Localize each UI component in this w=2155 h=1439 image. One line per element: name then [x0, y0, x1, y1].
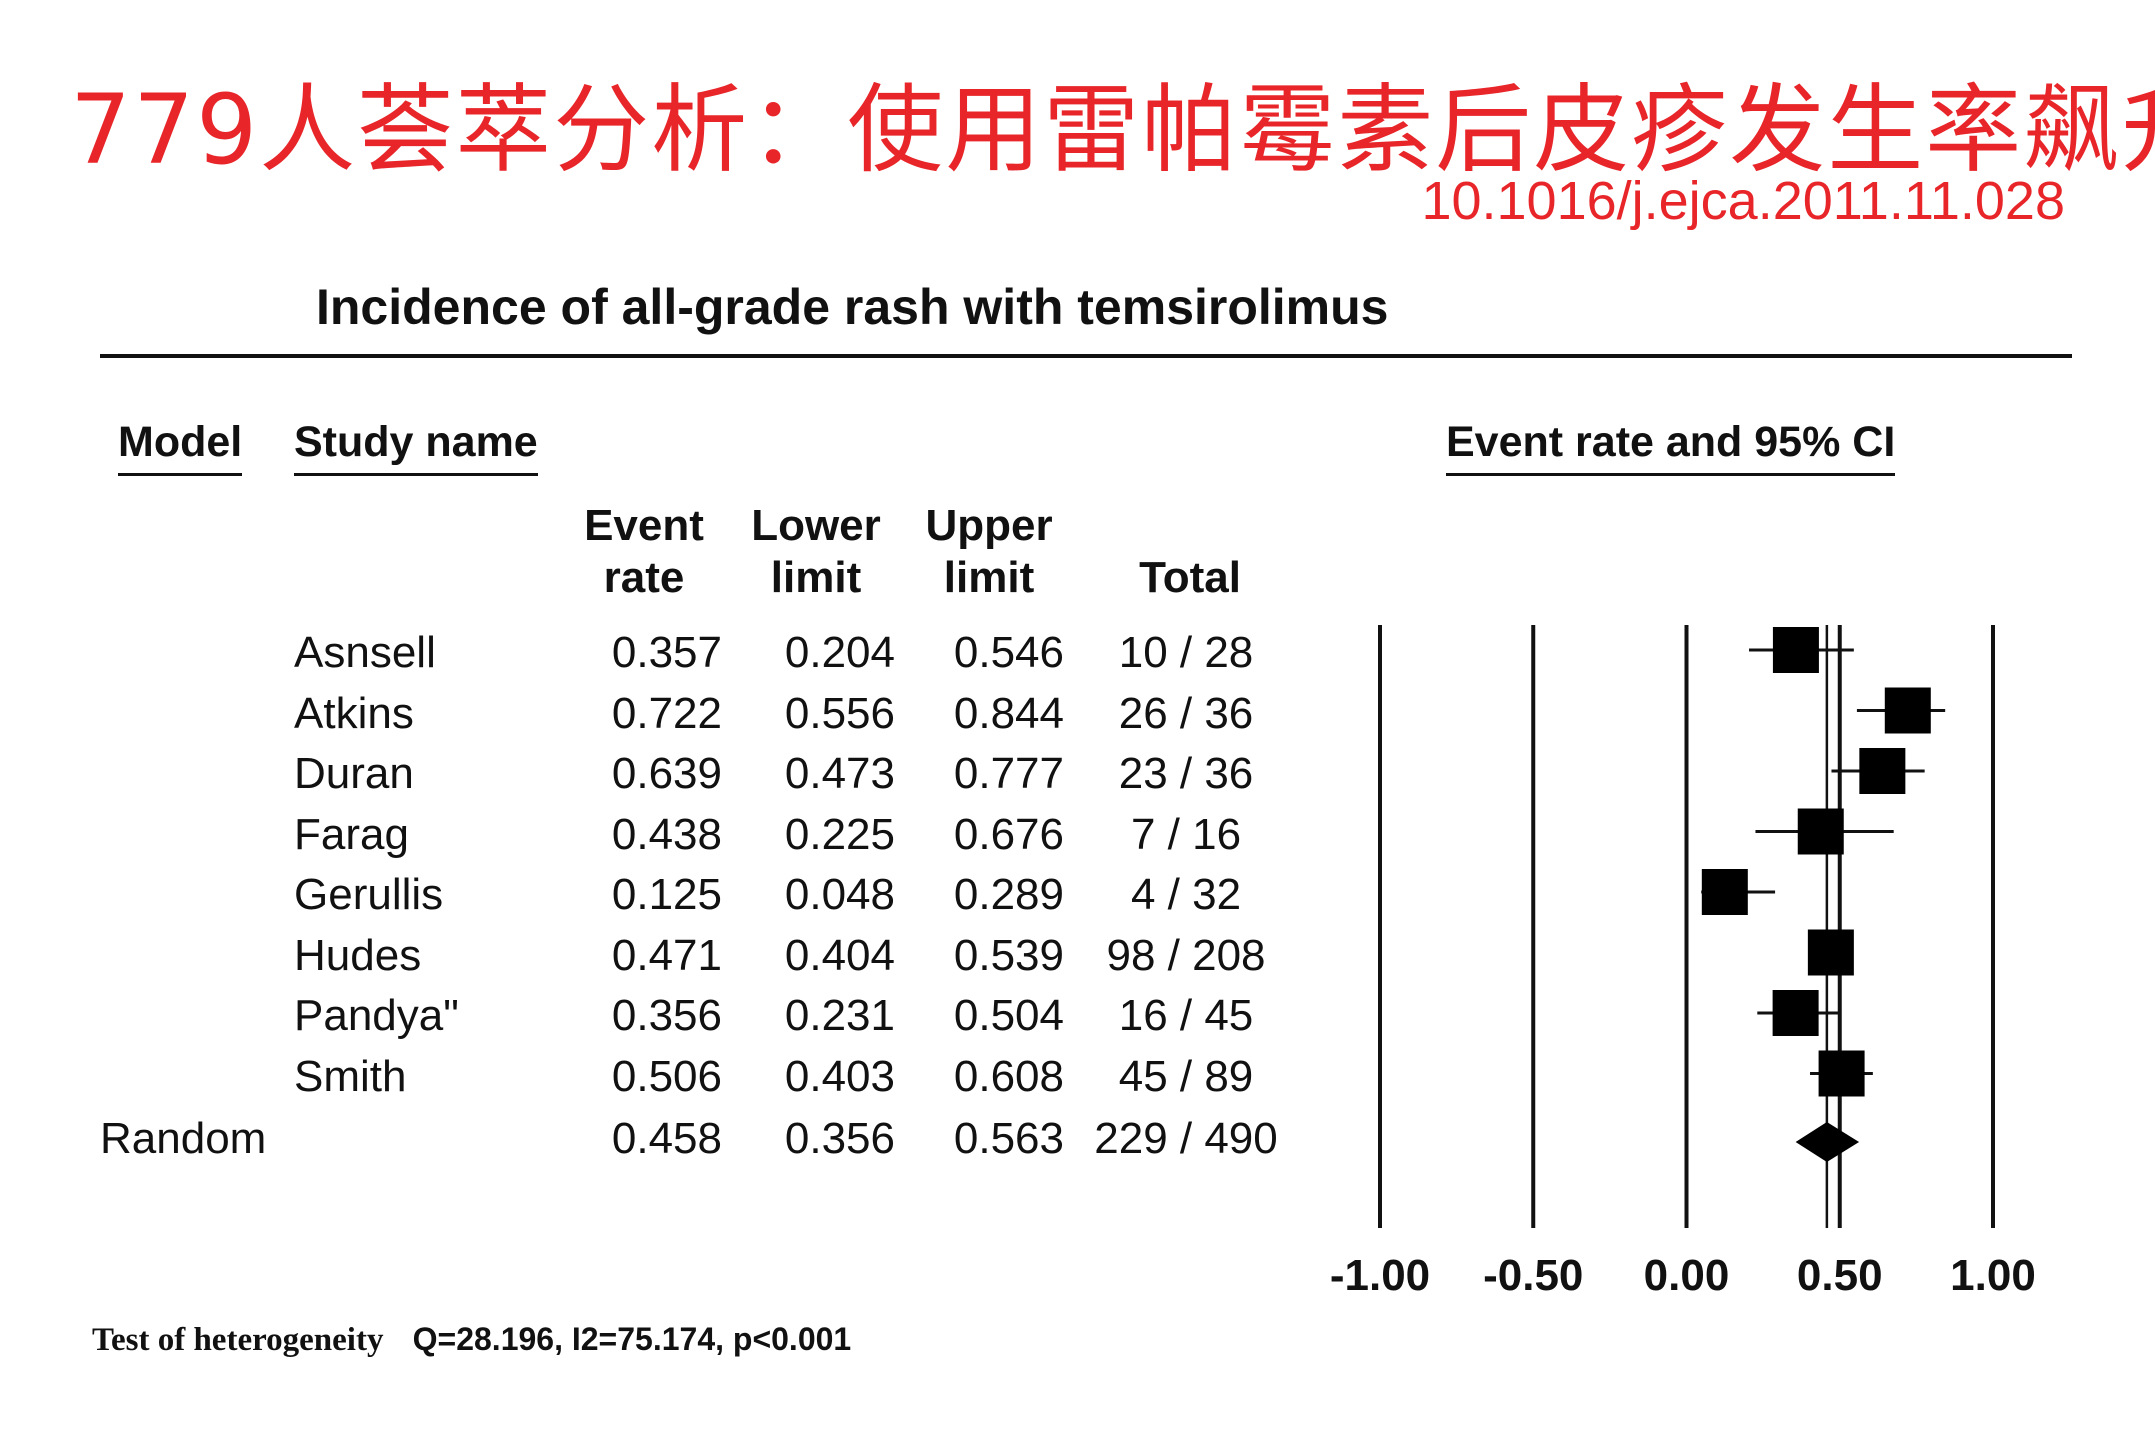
lower-limit-value: 0.231 [784, 991, 895, 1040]
lower-limit-value: 0.048 [784, 870, 895, 919]
upper-limit-value: 0.676 [953, 809, 1064, 859]
headline: 779人荟萃分析：使用雷帕霉素后皮疹发生率飙升 [70, 74, 2155, 186]
doi-reference: 10.1016/j.ejca.2011.11.028 [1421, 171, 2065, 231]
point-estimate-marker [1859, 748, 1906, 794]
event-rate-value: 0.722 [611, 688, 722, 738]
x-tick-label: 1.00 [1950, 1251, 2036, 1300]
heterogeneity-stats: Q=28.196, I2=75.174, p<0.001 [412, 1321, 852, 1357]
point-estimate-marker [1884, 687, 1931, 734]
lower-limit-header: Lower limit [745, 500, 887, 604]
study-name: Duran [294, 749, 414, 798]
total-value: 4 / 32 [1130, 870, 1242, 919]
point-estimate-marker [1772, 990, 1819, 1036]
total-value: 23 / 36 [1118, 749, 1254, 798]
summary-total: 229 / 490 [1094, 1114, 1278, 1163]
point-estimate-marker [1797, 808, 1844, 855]
event-rate-value: 0.438 [611, 809, 722, 859]
study-name: Farag [294, 809, 409, 859]
study-name: Smith [294, 1051, 407, 1101]
lower-limit-value: 0.404 [784, 930, 895, 980]
point-estimate-marker [1818, 1050, 1865, 1097]
total-value: 10 / 28 [1118, 628, 1254, 677]
total-header: Total [1139, 553, 1241, 602]
heterogeneity-test: Test of heterogeneity Q=28.196, I2=75.17… [92, 1320, 851, 1359]
total-value: 45 / 89 [1118, 1051, 1254, 1101]
lower-limit-value: 0.556 [784, 688, 895, 738]
study-name: Asnsell [294, 628, 436, 677]
x-tick-label: -0.50 [1483, 1251, 1583, 1300]
upper-limit-value: 0.546 [953, 628, 1064, 677]
study-name: Gerullis [294, 870, 444, 919]
lower-limit-value: 0.473 [784, 749, 895, 798]
study-name: Pandya" [294, 991, 459, 1040]
point-estimate-marker [1772, 627, 1819, 673]
upper-limit-header-line1: Upper [925, 501, 1053, 550]
study-name-column-header: Study name [294, 418, 538, 476]
lower-limit-value: 0.204 [784, 628, 895, 677]
upper-limit-header: Upper limit [918, 500, 1060, 604]
lower-limit-header-line1: Lower [751, 501, 881, 550]
event-rate-ci-column-header: Event rate and 95% CI [1446, 418, 1896, 476]
summary-event-rate: 0.458 [611, 1114, 722, 1163]
total-value: 16 / 45 [1118, 991, 1254, 1040]
event-rate-value: 0.125 [611, 870, 722, 919]
event-rate-value: 0.639 [611, 749, 722, 798]
chart-title: Incidence of all-grade rash with temsiro… [316, 279, 1389, 335]
summary-upper-limit: 0.563 [953, 1114, 1064, 1163]
event-rate-header-line2: rate [603, 553, 685, 602]
model-column-header: Model [118, 418, 243, 476]
upper-limit-value: 0.539 [953, 930, 1064, 980]
upper-limit-value: 0.289 [953, 870, 1064, 919]
summary-diamond [1795, 1122, 1860, 1162]
event-rate-value: 0.471 [611, 930, 722, 980]
x-tick-label: 0.50 [1797, 1251, 1883, 1300]
total-value: 26 / 36 [1118, 688, 1254, 738]
forest-plot: -1.00 -0.50 0.00 0.50 1.00 [1330, 625, 2036, 1300]
summary-lower-limit: 0.356 [784, 1114, 895, 1163]
x-tick-label: 0.00 [1644, 1251, 1730, 1300]
point-estimate-marker [1807, 929, 1854, 976]
total-value: 98 / 208 [1106, 930, 1266, 980]
event-rate-value: 0.357 [611, 628, 722, 677]
lower-limit-header-line2: limit [770, 553, 862, 602]
lower-limit-value: 0.225 [784, 809, 895, 859]
event-rate-value: 0.356 [611, 991, 722, 1040]
event-rate-header: Event rate [578, 500, 710, 604]
study-name: Hudes [294, 930, 422, 980]
upper-limit-value: 0.504 [953, 991, 1064, 1040]
total-value: 7 / 16 [1130, 809, 1242, 859]
upper-limit-value: 0.608 [953, 1051, 1064, 1101]
summary-model: Random [100, 1114, 267, 1163]
event-rate-value: 0.506 [611, 1051, 722, 1101]
lower-limit-value: 0.403 [784, 1051, 895, 1101]
point-estimate-marker [1701, 869, 1748, 915]
heterogeneity-label: Test of heterogeneity [92, 1322, 384, 1358]
upper-limit-value: 0.844 [953, 688, 1064, 738]
upper-limit-value: 0.777 [953, 749, 1064, 798]
event-rate-header-line1: Event [584, 501, 704, 550]
study-name: Atkins [294, 688, 414, 738]
upper-limit-header-line2: limit [943, 553, 1035, 602]
x-tick-label: -1.00 [1330, 1251, 1430, 1300]
title-rule [100, 354, 2072, 358]
